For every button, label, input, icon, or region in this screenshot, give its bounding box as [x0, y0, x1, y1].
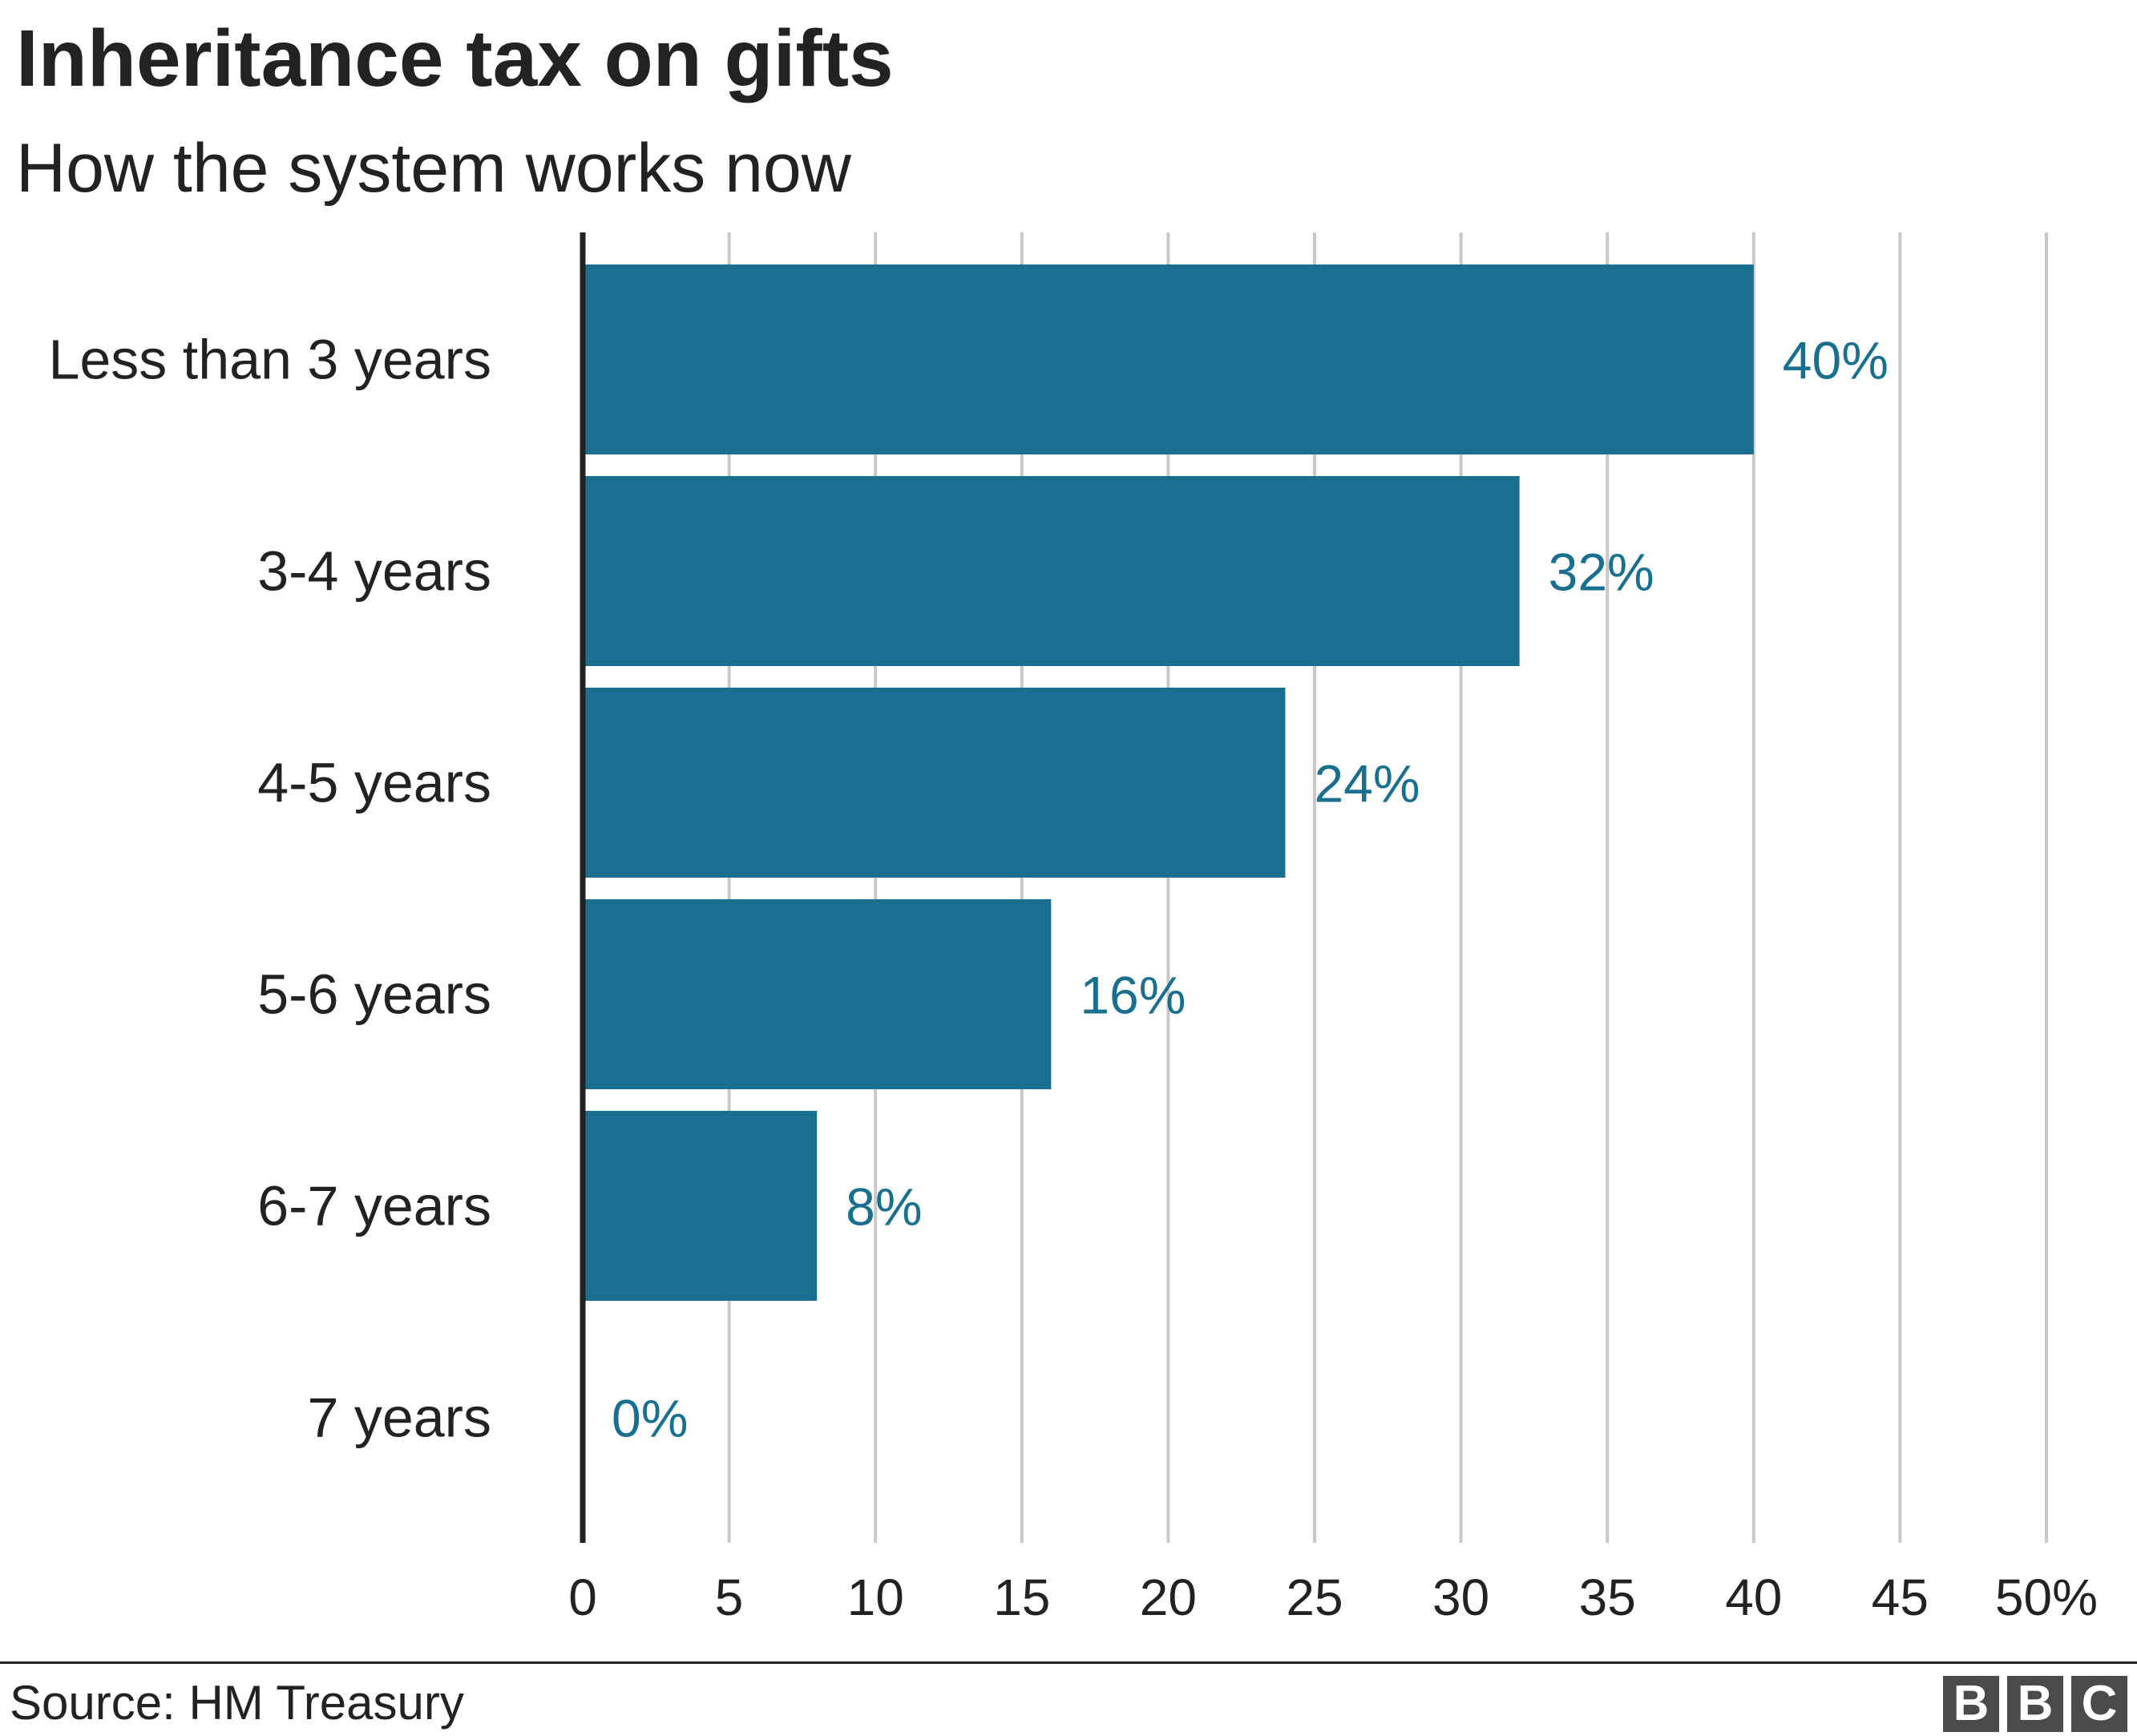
- bar-chart: Less than 3 years 3-4 years 4-5 years 5-6 y…: [48, 232, 2098, 1626]
- bar-4: [583, 1111, 818, 1301]
- category-label-3: 5-6 years: [257, 963, 491, 1026]
- x-tick-label-15: 15: [993, 1568, 1050, 1626]
- x-tick-label-45: 45: [1872, 1568, 1929, 1626]
- value-label-3: 16%: [1080, 966, 1186, 1025]
- bar-3: [583, 899, 1052, 1089]
- category-label-0: Less than 3 years: [48, 329, 491, 391]
- category-label-4: 6-7 years: [257, 1175, 491, 1237]
- category-label-1: 3-4 years: [257, 540, 491, 603]
- logo-letter-b1: B: [1943, 1676, 1999, 1732]
- value-label-5: 0%: [612, 1389, 688, 1448]
- category-label-5: 7 years: [307, 1387, 491, 1449]
- value-label-2: 24%: [1314, 754, 1420, 813]
- bar-0: [583, 264, 1754, 454]
- x-tick-label-0: 0: [568, 1568, 597, 1626]
- x-tick-label-35: 35: [1579, 1568, 1636, 1626]
- value-label-4: 8%: [846, 1177, 922, 1237]
- x-tick-label-30: 30: [1432, 1568, 1489, 1626]
- chart-subtitle: How the system works now: [16, 130, 851, 207]
- value-label-0: 40%: [1783, 331, 1889, 390]
- bbc-logo: B B C: [1943, 1676, 2127, 1732]
- value-labels: 40% 32% 24% 16% 8% 0%: [612, 331, 1889, 1448]
- bars: [583, 264, 1754, 1301]
- x-tick-label-25: 25: [1286, 1568, 1343, 1626]
- source-note: Source: HM Treasury: [10, 1676, 464, 1730]
- bar-2: [583, 688, 1286, 878]
- x-tick-label-20: 20: [1140, 1568, 1197, 1626]
- x-tick-label-10: 10: [847, 1568, 904, 1626]
- x-tick-label-50: 50%: [1995, 1568, 2098, 1626]
- chart-title: Inheritance tax on gifts: [16, 14, 894, 103]
- x-axis-ticks: 0 5 10 15 20 25 30 35 40 45 50%: [568, 1568, 2098, 1626]
- x-tick-label-40: 40: [1725, 1568, 1782, 1626]
- footer-divider: [0, 1661, 2137, 1664]
- category-labels: Less than 3 years 3-4 years 4-5 years 5-6 y…: [48, 329, 491, 1449]
- bar-1: [583, 476, 1520, 666]
- category-label-2: 4-5 years: [257, 752, 491, 814]
- value-label-1: 32%: [1549, 543, 1654, 602]
- logo-letter-b2: B: [2007, 1676, 2063, 1732]
- logo-letter-c: C: [2071, 1676, 2127, 1732]
- x-tick-label-5: 5: [715, 1568, 744, 1626]
